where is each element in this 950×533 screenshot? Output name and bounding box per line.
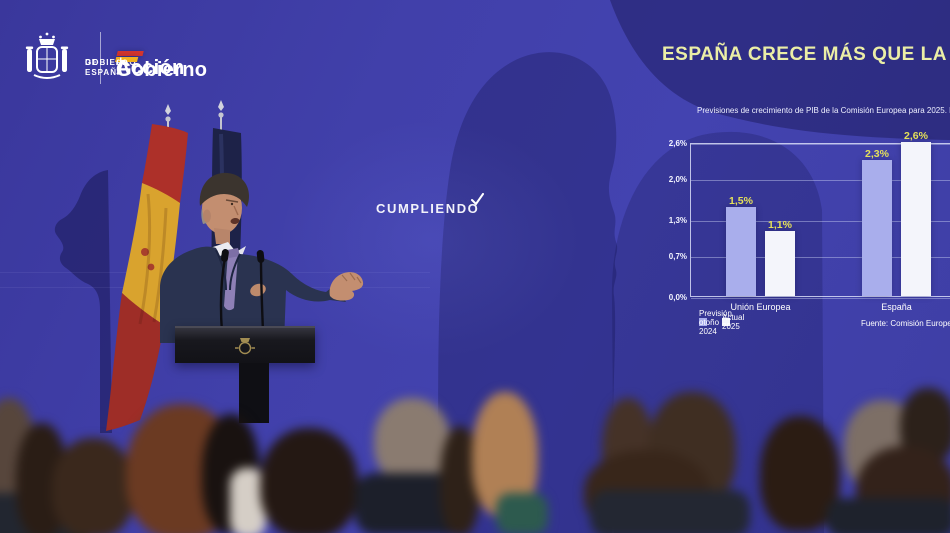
legend-label: Actual 2025 [722, 313, 745, 331]
y-axis-tick-label: 2,0% [668, 174, 687, 184]
spain-flag [106, 124, 188, 431]
audience-shoulder [826, 498, 950, 533]
spain-coat-of-arms-icon [25, 32, 69, 79]
bar-value-label: 2,3% [865, 147, 889, 160]
audience-head [374, 398, 450, 483]
chart-title: Previsiones de crecimiento de PIB de la … [697, 106, 950, 115]
audience-shoulder [590, 490, 750, 533]
x-axis-category-label: España [881, 302, 912, 312]
gridline [691, 221, 950, 222]
gridline [691, 298, 950, 299]
audience-torso [496, 493, 548, 533]
gridline [691, 144, 950, 145]
y-axis-tick-label: 1,3% [668, 216, 687, 225]
speaker-figure [160, 172, 364, 343]
microphones [219, 249, 265, 332]
legend-swatch [699, 318, 707, 326]
gridline [691, 179, 950, 181]
legend-label: Previsión otoño 2024 [699, 308, 732, 336]
chart-source: Fuente: Comisión Europea [861, 319, 950, 328]
gridline [691, 256, 950, 258]
chart-legend: Previsión otoño 2024 Actual 2025 [699, 309, 744, 336]
y-axis-tick-label: 2,6% [668, 139, 687, 148]
legend-swatch [722, 318, 730, 326]
bar [901, 142, 931, 296]
cumpliendo-text: CUMPLIENDO [376, 201, 480, 216]
podium-emblem-icon [235, 338, 255, 355]
podium [175, 326, 315, 363]
audience [0, 378, 950, 533]
audience-head [260, 428, 358, 533]
legend-item: Previsión otoño 2024 [699, 309, 732, 336]
backdrop-glow [280, 120, 580, 360]
spain-flagpole-finial [165, 104, 171, 122]
government-brand-block: GOBIERNO DE ESPAÑA Acción de Gobierno [20, 27, 207, 89]
government-name-line2: DE ESPAÑA [85, 58, 124, 78]
government-name-line1: GOBIERNO [85, 58, 137, 67]
bar [765, 230, 795, 296]
bar-value-label: 1,5% [729, 195, 753, 208]
x-axis-category-label: Unión Europea [730, 302, 791, 312]
legend-item: Actual 2025 [722, 313, 744, 331]
eu-flagpole-finial [218, 100, 224, 118]
bar-value-label: 2,6% [904, 130, 928, 142]
audience-head [52, 438, 134, 533]
bar [862, 159, 892, 296]
bar [726, 207, 756, 296]
y-axis-tick-label: 0,7% [668, 251, 687, 261]
brand-divider [100, 32, 101, 84]
cumpliendo-slogan: CUMPLIENDO [376, 193, 485, 216]
podium-column [239, 363, 269, 423]
accion-word: Acción [116, 57, 185, 79]
headline-text: ESPAÑA CRECE MÁS QUE LA UE [662, 44, 950, 65]
chart-plot: 0,0% 0,7% 1,3% 2,0% 2,6% Unión Europea 1,5% 1,1… [669, 130, 950, 312]
y-axis-tick-label: 0,0% [668, 293, 687, 302]
checkmark-icon [471, 193, 485, 206]
accion-de-word: de [116, 57, 128, 68]
accion-gobierno-word: Gobierno [116, 59, 208, 81]
bar-value-label: 1,1% [768, 218, 792, 231]
